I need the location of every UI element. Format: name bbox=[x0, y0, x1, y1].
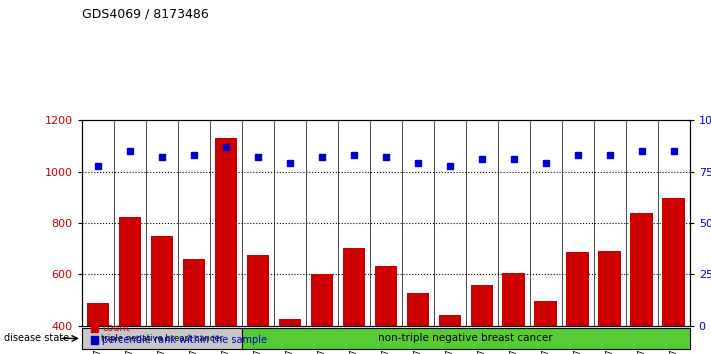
Legend: count, percentile rank within the sample: count, percentile rank within the sample bbox=[87, 319, 271, 349]
Bar bbox=[87, 303, 109, 354]
Bar bbox=[663, 198, 685, 354]
Bar bbox=[215, 138, 237, 354]
Bar bbox=[151, 236, 173, 354]
Bar bbox=[631, 213, 653, 354]
Bar bbox=[343, 248, 365, 354]
Bar bbox=[471, 285, 493, 354]
Bar bbox=[82, 328, 242, 349]
Bar bbox=[279, 319, 301, 354]
Text: non-triple negative breast cancer: non-triple negative breast cancer bbox=[378, 333, 553, 343]
Bar bbox=[311, 274, 333, 354]
Text: disease state: disease state bbox=[4, 333, 69, 343]
Bar bbox=[599, 251, 621, 354]
Bar bbox=[407, 293, 429, 354]
Bar bbox=[119, 217, 141, 354]
Bar bbox=[242, 328, 690, 349]
Bar bbox=[247, 255, 269, 354]
Bar bbox=[567, 252, 589, 354]
Bar bbox=[503, 273, 525, 354]
Bar bbox=[439, 315, 461, 354]
Bar bbox=[535, 301, 557, 354]
Bar bbox=[375, 266, 397, 354]
Text: GDS4069 / 8173486: GDS4069 / 8173486 bbox=[82, 7, 208, 20]
Bar bbox=[183, 259, 205, 354]
Text: triple negative breast cancer: triple negative breast cancer bbox=[101, 334, 223, 343]
